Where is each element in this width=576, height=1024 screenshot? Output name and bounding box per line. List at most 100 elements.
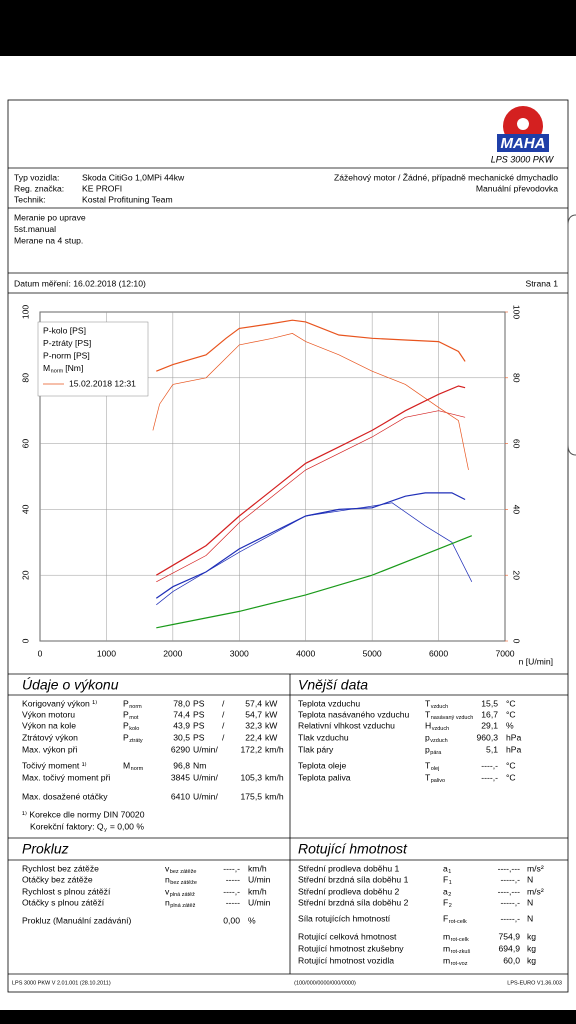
series-line bbox=[156, 319, 466, 372]
page-number: Strana 1 bbox=[526, 278, 559, 288]
legend-label: 15.02.2018 12:31 bbox=[69, 378, 136, 388]
scroll-overlay bbox=[567, 214, 576, 456]
row-symbol-sub: norm bbox=[129, 704, 142, 710]
row-unit: PS bbox=[193, 709, 205, 719]
row-symbol-sub: rot-voz bbox=[451, 961, 468, 967]
y-tick-label: 100 bbox=[20, 305, 30, 320]
row-unit: km/h bbox=[265, 744, 284, 754]
row-unit: km/h bbox=[248, 886, 267, 896]
row-unit: °C bbox=[506, 709, 516, 719]
row-value: 960,3 bbox=[476, 732, 498, 742]
row-unit: km/h bbox=[265, 791, 284, 801]
row-value: 5,1 bbox=[486, 744, 498, 754]
row-label: Otáčky s plnou zátěží bbox=[22, 897, 105, 907]
row-symbol-sub: 1 bbox=[449, 880, 452, 886]
section-title: Údaje o výkonu bbox=[22, 677, 119, 693]
field-value: KE PROFI bbox=[82, 183, 122, 193]
row-label: Teplota oleje bbox=[298, 760, 346, 770]
row-value: 74,4 bbox=[173, 709, 190, 719]
y2-tick-label: 20 bbox=[512, 570, 522, 580]
row-separator: / bbox=[222, 720, 225, 730]
row-label: Ztrátový výkon bbox=[22, 732, 78, 742]
row-value: -----,- bbox=[500, 913, 520, 923]
row-symbol-sub: rot-zkuš bbox=[451, 949, 471, 955]
row-symbol-sub: kolo bbox=[129, 726, 139, 732]
row-symbol: v bbox=[165, 863, 170, 873]
row-label: Rychlost bez zátěže bbox=[22, 863, 99, 873]
row-value: ----,--- bbox=[498, 863, 521, 873]
row-value: 175,5 bbox=[240, 791, 262, 801]
row-label: Tlak páry bbox=[298, 744, 334, 754]
row-unit: U/min/ bbox=[193, 791, 218, 801]
row-symbol: v bbox=[165, 886, 170, 896]
row-label: Teplota paliva bbox=[298, 772, 351, 782]
row-symbol-sub: vzduch bbox=[432, 726, 449, 732]
field-label: Reg. značka: bbox=[14, 183, 64, 193]
row-symbol-sub: ztráty bbox=[129, 738, 143, 744]
series-line bbox=[152, 333, 469, 470]
row-symbol-sub: plná zátěž bbox=[170, 892, 195, 898]
footer-center: (100/000/0000/000/0000) bbox=[294, 980, 356, 986]
row-value: ----- bbox=[226, 874, 240, 884]
row-unit: U/min/ bbox=[193, 744, 218, 754]
row-unit: °C bbox=[506, 698, 516, 708]
row-value: 754,9 bbox=[498, 931, 520, 941]
row-symbol-sub: palivo bbox=[431, 778, 445, 784]
series-line bbox=[155, 492, 466, 599]
correction-factor: Korekční faktory: Q bbox=[30, 821, 104, 831]
row-unit: °C bbox=[506, 772, 516, 782]
row-unit: PS bbox=[193, 720, 205, 730]
row-unit: PS bbox=[193, 732, 205, 742]
x-tick-label: 5000 bbox=[363, 648, 382, 658]
row-value: 57,4 bbox=[245, 698, 262, 708]
row-label: Střední prodleva doběhu 2 bbox=[298, 886, 400, 896]
row-symbol-sub: mot bbox=[129, 715, 139, 721]
row-symbol: F bbox=[443, 897, 448, 907]
footer-right: LPS-EURO V1.36.003 bbox=[507, 980, 562, 986]
y2-tick-label: 100 bbox=[512, 305, 522, 320]
row-unit: % bbox=[506, 720, 514, 730]
row-value: 60,0 bbox=[503, 955, 520, 965]
row-symbol: H bbox=[425, 720, 431, 730]
row-label: Výkon motoru bbox=[22, 709, 75, 719]
row-unit: Nm bbox=[193, 760, 206, 770]
correction-factor-sub: y bbox=[104, 827, 107, 833]
row-unit: m/s² bbox=[527, 863, 544, 873]
legend-label: P-norm [PS] bbox=[43, 350, 90, 360]
note: Meranie po uprave bbox=[14, 212, 86, 222]
y-tick-label: 40 bbox=[20, 504, 30, 514]
x-tick-label: 3000 bbox=[230, 648, 249, 658]
field-value: Kostal Profituning Team bbox=[82, 194, 173, 204]
row-symbol: a bbox=[443, 886, 448, 896]
row-symbol-sub: olej bbox=[431, 766, 440, 772]
correction-factor-value: = 0,00 % bbox=[110, 821, 145, 831]
row-unit: kW bbox=[265, 698, 278, 708]
note: Merane na 4 stup. bbox=[14, 235, 83, 245]
x-tick-label: 2000 bbox=[163, 648, 182, 658]
row-value: -----,- bbox=[500, 897, 520, 907]
row-symbol: T bbox=[425, 698, 431, 708]
row-unit: U/min/ bbox=[193, 772, 218, 782]
row-unit: kW bbox=[265, 720, 278, 730]
legend-label-sub: norm bbox=[51, 368, 64, 374]
row-unit: °C bbox=[506, 760, 516, 770]
row-label: Síla rotujících hmotností bbox=[298, 913, 391, 923]
series-line bbox=[156, 502, 473, 606]
row-symbol: F bbox=[443, 913, 448, 923]
row-label: Rotující hmotnost zkušebny bbox=[298, 943, 404, 953]
row-value: 3845 bbox=[171, 772, 190, 782]
row-value: ----,--- bbox=[498, 886, 521, 896]
row-symbol: P bbox=[123, 732, 129, 742]
x-tick-label: 7000 bbox=[495, 648, 514, 658]
series-line bbox=[156, 535, 473, 629]
row-value: 694,9 bbox=[498, 943, 520, 953]
row-unit: hPa bbox=[506, 744, 522, 754]
row-unit: N bbox=[527, 897, 533, 907]
row-unit: m/s² bbox=[527, 886, 544, 896]
row-symbol-sub: pára bbox=[430, 750, 442, 756]
x-axis-label: n [U/min] bbox=[519, 656, 553, 666]
row-label: Tlak vzduchu bbox=[298, 732, 349, 742]
row-symbol-sub: rot-celk bbox=[451, 937, 469, 943]
row-separator: / bbox=[222, 698, 225, 708]
y-tick-label: 60 bbox=[20, 439, 30, 449]
